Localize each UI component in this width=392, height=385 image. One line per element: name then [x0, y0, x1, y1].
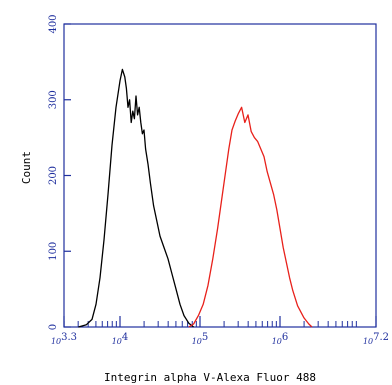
chart-axes	[63, 23, 377, 328]
y-tick-label: 0	[48, 324, 59, 330]
x-minor-ticks	[63, 321, 357, 327]
control-histogram-line	[78, 68, 195, 328]
y-tick-labels: 0 100 200 300 400	[48, 14, 59, 330]
y-ticks	[64, 23, 71, 328]
x-tick-labels: 103.3 104 105 106 107.2	[51, 332, 389, 346]
plot-frame	[63, 23, 377, 328]
y-axis-title: Count	[20, 151, 33, 184]
y-tick-label: 200	[48, 166, 59, 185]
y-tick-label: 300	[48, 90, 59, 109]
x-tick-label: 105	[192, 332, 209, 346]
y-tick-label: 100	[48, 242, 59, 261]
x-tick-label: 103.3	[51, 332, 77, 346]
x-tick-label: 106	[272, 332, 289, 346]
sample-histogram-line	[188, 106, 313, 328]
x-tick-label: 107.2	[363, 332, 389, 346]
y-tick-label: 400	[48, 14, 59, 33]
x-major-ticks	[63, 316, 377, 327]
x-tick-label: 104	[112, 332, 129, 346]
series-layer	[78, 68, 313, 328]
x-axis-title: Integrin alpha V-Alexa Fluor 488	[104, 371, 316, 384]
